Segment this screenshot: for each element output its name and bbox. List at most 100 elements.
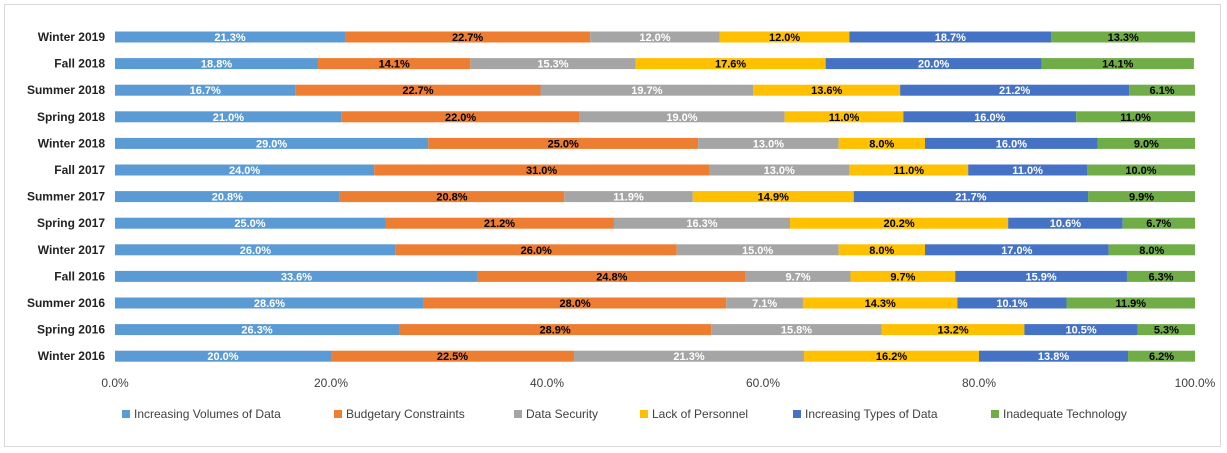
bar-segment bbox=[825, 58, 1042, 70]
data-label: 11.9% bbox=[613, 192, 644, 204]
bar-segment bbox=[339, 191, 565, 203]
bar-segment bbox=[1129, 84, 1195, 96]
legend-swatch bbox=[514, 410, 522, 418]
category-label: Fall 2018 bbox=[54, 57, 105, 71]
x-tick-label: 80.0% bbox=[962, 376, 996, 390]
data-label: 28.9% bbox=[539, 325, 570, 337]
data-label: 9.7% bbox=[786, 271, 811, 283]
data-label: 13.3% bbox=[1108, 32, 1139, 44]
bar-segment bbox=[1122, 217, 1195, 229]
data-label: 9.9% bbox=[1129, 192, 1154, 204]
data-label: 21.2% bbox=[999, 85, 1030, 97]
data-label: 20.0% bbox=[207, 351, 238, 363]
bar-segment bbox=[719, 31, 850, 43]
bar-segment bbox=[115, 191, 340, 203]
bar-segment bbox=[395, 244, 677, 256]
x-tick-label: 20.0% bbox=[314, 376, 348, 390]
bar-segment bbox=[470, 58, 636, 70]
bar-segment bbox=[540, 84, 754, 96]
category-label: Winter 2017 bbox=[38, 243, 106, 257]
bar-segment bbox=[115, 217, 385, 229]
data-label: 11.0% bbox=[894, 165, 925, 177]
bar-segment bbox=[115, 297, 424, 309]
data-label: 8.0% bbox=[869, 138, 894, 150]
category-label: Summer 2018 bbox=[27, 83, 105, 97]
bar-segment bbox=[590, 31, 720, 43]
bar-segment bbox=[698, 137, 839, 149]
bar-segment bbox=[115, 324, 400, 336]
bar-segment bbox=[903, 111, 1077, 123]
bar-segment bbox=[635, 58, 826, 70]
data-label: 18.7% bbox=[935, 32, 966, 44]
bar-segment bbox=[295, 84, 541, 96]
bar-segment bbox=[726, 297, 803, 309]
bar-segment bbox=[115, 350, 331, 362]
data-label: 21.3% bbox=[214, 32, 245, 44]
bar-segment bbox=[955, 270, 1127, 282]
data-label: 20.0% bbox=[918, 59, 949, 71]
legend-label: Lack of Personnel bbox=[652, 407, 748, 421]
data-label: 16.2% bbox=[876, 351, 907, 363]
data-label: 16.7% bbox=[190, 85, 221, 97]
x-tick-label: 100.0% bbox=[1175, 376, 1216, 390]
legend-label: Budgetary Constraints bbox=[346, 407, 465, 421]
data-label: 24.8% bbox=[596, 271, 627, 283]
bar-segment bbox=[115, 164, 375, 176]
data-label: 25.0% bbox=[548, 138, 579, 150]
bar-segment bbox=[745, 270, 851, 282]
bar-segment bbox=[574, 350, 805, 362]
bar-segment bbox=[564, 191, 693, 203]
bar-segment bbox=[1076, 111, 1195, 123]
axis-layer: Winter 2019 Fall 2018 Summer 2018 Spring 20… bbox=[27, 30, 1216, 390]
data-label: 16.3% bbox=[686, 218, 717, 230]
data-label: 21.2% bbox=[484, 218, 515, 230]
bar-segment bbox=[1126, 270, 1195, 282]
bar-segment bbox=[115, 137, 429, 149]
bar-segment bbox=[849, 31, 1052, 43]
data-label: 17.0% bbox=[1001, 245, 1032, 257]
x-tick-label: 40.0% bbox=[530, 376, 564, 390]
data-label: 14.1% bbox=[1102, 59, 1133, 71]
category-label: Spring 2017 bbox=[37, 216, 105, 230]
data-label: 22.5% bbox=[437, 351, 468, 363]
bar-segment bbox=[1128, 350, 1195, 362]
bar-segment bbox=[374, 164, 709, 176]
legend-swatch bbox=[793, 410, 801, 418]
bar-segment bbox=[711, 324, 882, 336]
data-label: 22.0% bbox=[445, 112, 476, 124]
data-label: 26.3% bbox=[241, 325, 272, 337]
data-label: 26.0% bbox=[521, 245, 552, 257]
bar-segment bbox=[579, 111, 785, 123]
data-label: 8.0% bbox=[1139, 245, 1164, 257]
legend-label: Increasing Volumes of Data bbox=[134, 407, 281, 421]
data-label: 6.2% bbox=[1149, 351, 1174, 363]
bar-segment bbox=[331, 350, 574, 362]
bar-segment bbox=[115, 31, 346, 43]
data-label: 11.0% bbox=[829, 112, 860, 124]
bar-segment bbox=[1137, 324, 1195, 336]
data-label: 24.0% bbox=[229, 165, 260, 177]
data-label: 11.9% bbox=[1115, 298, 1146, 310]
bar-segment bbox=[1066, 297, 1195, 309]
legend: Increasing Volumes of Data Budgetary Cons… bbox=[122, 407, 1127, 421]
bar-segment bbox=[385, 217, 614, 229]
data-label: 15.0% bbox=[742, 245, 773, 257]
data-label: 20.2% bbox=[883, 218, 914, 230]
bar-segment bbox=[1108, 244, 1195, 256]
bar-segment bbox=[853, 191, 1089, 203]
data-label: 25.0% bbox=[234, 218, 265, 230]
data-label: 21.3% bbox=[673, 351, 704, 363]
data-label: 10.0% bbox=[1125, 165, 1156, 177]
data-label: 14.1% bbox=[379, 59, 410, 71]
category-label: Fall 2017 bbox=[54, 163, 105, 177]
bars-layer bbox=[115, 31, 1195, 362]
data-label: 31.0% bbox=[526, 165, 557, 177]
data-label: 9.0% bbox=[1134, 138, 1159, 150]
bar-segment bbox=[341, 111, 580, 123]
data-label: 28.6% bbox=[254, 298, 285, 310]
data-label: 26.0% bbox=[240, 245, 271, 257]
bar-segment bbox=[1024, 324, 1138, 336]
data-label: 9.7% bbox=[890, 271, 915, 283]
bar-segment bbox=[399, 324, 712, 336]
bar-segment bbox=[925, 244, 1109, 256]
